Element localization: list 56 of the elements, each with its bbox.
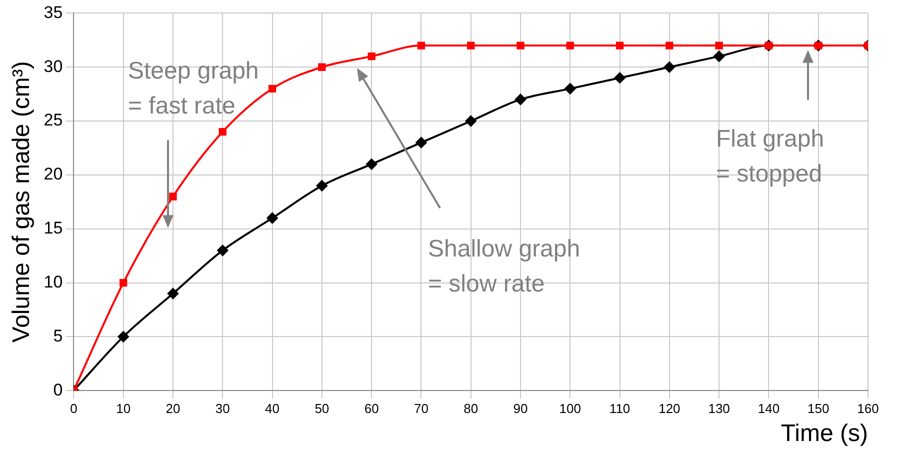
y-tick-label: 30 [44,56,63,76]
point [268,84,276,93]
point [714,50,725,62]
x-tick-label: 40 [265,400,280,416]
x-tick-label: 110 [609,400,630,416]
x-tick-label: 0 [70,400,78,416]
x-tick-label: 20 [166,400,180,416]
y-tick-label: 5 [53,326,63,346]
y-tick-label: 15 [44,218,63,238]
point [666,42,674,50]
x-tick-label: 140 [758,400,780,416]
point [318,63,326,71]
point [416,137,427,148]
point [169,192,177,200]
x-tick-label: 90 [513,400,528,416]
point [118,331,129,342]
x-tick-label: 120 [658,400,680,416]
x-tick-label: 80 [464,400,478,416]
x-axis-title: Time (s) [780,420,868,448]
point [664,62,675,73]
annotation: Shallow graph = slow rate [428,236,580,298]
annotation: Steep graph = fast rate [128,58,259,120]
point [316,180,328,192]
y-tick-label: 10 [44,272,63,292]
point [564,83,576,94]
point [217,244,228,256]
point [366,158,378,170]
y-tick-label: 35 [44,2,63,22]
point [218,128,226,136]
point [715,42,723,50]
x-tick-label: 130 [708,400,730,416]
point [465,116,476,127]
point [516,42,524,50]
annotation: Flat graph = stopped [716,126,824,188]
x-tick-label: 10 [116,400,131,416]
point [417,42,426,50]
x-tick-label: 160 [857,400,879,416]
point [566,42,574,50]
point [616,42,624,50]
x-tick-label: 70 [414,400,428,416]
point [467,42,475,50]
x-tick-label: 50 [314,400,330,416]
point [614,72,626,84]
y-tick-label: 25 [44,110,63,130]
point [515,94,526,105]
y-tick-label: 20 [44,164,63,184]
y-axis-title: Volume of gas made (cm³) [8,61,36,343]
point [167,288,178,300]
x-tick-label: 60 [364,400,379,416]
y-tick-label: 0 [53,380,63,400]
point [120,278,128,287]
point [266,212,278,224]
x-tick-label: 30 [215,400,230,416]
point [368,52,376,60]
x-tick-label: 100 [559,400,581,416]
x-tick-label: 150 [808,400,830,416]
